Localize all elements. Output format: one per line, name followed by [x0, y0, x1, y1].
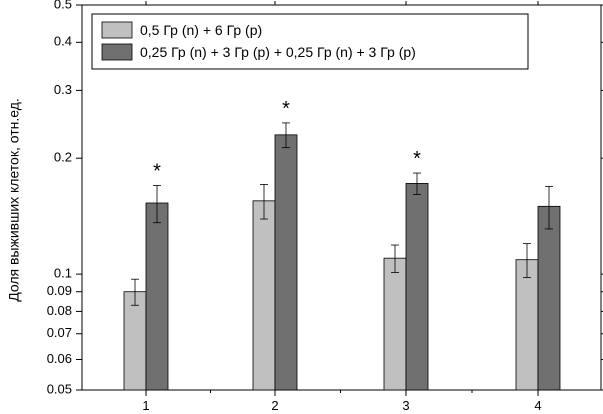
y-tick-label: 0.09: [47, 283, 72, 298]
bar-series2-cat1: [145, 202, 169, 391]
error-bars-layer: [131, 122, 553, 306]
plot-frame: [81, 4, 602, 391]
y-tick-label: 0.08: [47, 303, 72, 318]
legend-swatch-series1: [101, 21, 133, 39]
y-tick-label: 0.3: [54, 82, 72, 97]
bar-series1-cat4: [515, 259, 539, 391]
x-tick-label: 4: [534, 398, 541, 413]
legend-label-series2: 0,25 Гр (n) + 3 Гр (p) + 0,25 Гр (n) + 3…: [140, 44, 416, 60]
annotations-layer: * * *: [153, 98, 421, 182]
y-tick-label: 0.4: [54, 34, 72, 49]
y-tick-label: 0.1: [54, 266, 72, 281]
legend-box: [91, 13, 529, 70]
y-tick-label: 0.5: [54, 0, 72, 11]
x-tick-label: 2: [271, 398, 278, 413]
bar-series2-cat2: [274, 134, 298, 391]
legend: 0,5 Гр (n) + 6 Гр (p) 0,25 Гр (n) + 3 Гр …: [91, 13, 529, 70]
significance-mark-1: *: [153, 160, 161, 182]
bars-layer: [123, 134, 561, 391]
significance-mark-2: *: [282, 98, 290, 120]
bar-series2-cat3: [405, 183, 429, 391]
bar-series1-cat3: [383, 257, 407, 391]
bar-series1-cat1: [123, 291, 147, 391]
bar-series2-cat4: [537, 205, 561, 391]
significance-mark-3: *: [413, 148, 421, 170]
legend-label-series1: 0,5 Гр (n) + 6 Гр (p): [140, 22, 262, 38]
x-tick-label: 1: [142, 398, 149, 413]
y-tick-label: 0.2: [54, 150, 72, 165]
y-tick-label: 0.07: [47, 325, 72, 340]
axes-layer: 0.05 0.06 0.07 0.08 0.09 0.1 0.2 0.3 0.4 0.5 1 2 3 4: [47, 0, 603, 413]
y-axis-label: Доля выживших клеток, отн.ед.: [6, 98, 22, 302]
x-tick-label: 3: [402, 398, 409, 413]
legend-swatch-series2: [101, 43, 133, 61]
y-tick-label: 0.06: [47, 351, 72, 366]
bar-series1-cat2: [252, 200, 276, 391]
y-tick-label: 0.05: [47, 381, 72, 396]
plot-area: [81, 4, 602, 391]
